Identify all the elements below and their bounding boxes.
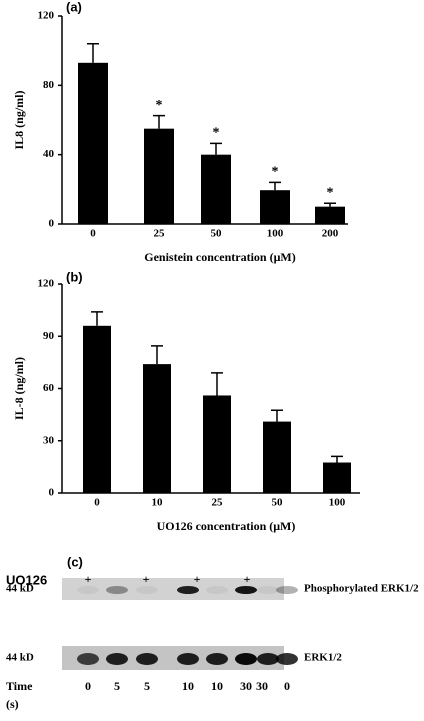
x-tick-label: 25 xyxy=(212,497,224,509)
y-axis-title: IL-8 (ng/ml) xyxy=(12,357,26,420)
bar xyxy=(323,462,351,493)
y-tick-label: 90 xyxy=(43,330,55,342)
bar xyxy=(260,190,290,224)
treatment-mark: + xyxy=(85,572,92,586)
y-tick-label: 120 xyxy=(38,278,55,290)
panel-label: (b) xyxy=(66,269,83,284)
error-bar xyxy=(324,202,336,207)
blot-band xyxy=(257,653,279,665)
error-bar xyxy=(91,311,103,326)
blot-band xyxy=(257,586,279,594)
blot-band xyxy=(177,586,199,594)
blot-band xyxy=(206,653,228,665)
band-size: 44 kD xyxy=(6,652,34,664)
blot-band xyxy=(106,586,128,594)
y-tick-label: 0 xyxy=(49,218,55,230)
band-name: Phosphorylated ERK1/2 xyxy=(304,583,419,595)
panel-label: (c) xyxy=(67,554,83,569)
treatment-mark: + xyxy=(244,572,251,586)
error-bar xyxy=(151,345,163,365)
x-tick-label: 0 xyxy=(94,497,100,509)
time-value: 0 xyxy=(85,679,91,693)
y-tick-label: 40 xyxy=(43,148,55,160)
blot-band xyxy=(235,586,257,594)
significance-mark: * xyxy=(272,165,279,180)
band-size: 44 kD xyxy=(6,583,34,595)
time-label: Time xyxy=(6,679,33,693)
blot-band xyxy=(136,586,158,594)
time-value: 10 xyxy=(211,679,223,693)
x-tick-label: 50 xyxy=(211,228,223,240)
x-tick-label: 100 xyxy=(329,497,346,509)
bar xyxy=(315,206,345,224)
band-name: ERK1/2 xyxy=(304,652,342,664)
y-axis-title: IL8 (ng/ml) xyxy=(12,90,26,149)
blot-band xyxy=(106,653,128,665)
time-value: 30 xyxy=(256,679,268,693)
bar xyxy=(263,421,291,493)
blot-band xyxy=(77,586,99,594)
error-bar xyxy=(153,114,165,129)
significance-mark: * xyxy=(213,126,220,141)
panel-label: (a) xyxy=(66,0,82,14)
significance-mark: * xyxy=(327,185,334,200)
error-bar xyxy=(331,455,343,463)
x-tick-label: 25 xyxy=(154,228,166,240)
bar xyxy=(144,128,174,224)
y-tick-label: 30 xyxy=(43,434,55,446)
bar xyxy=(78,62,108,224)
error-bar xyxy=(211,372,223,396)
blot-band xyxy=(235,653,257,665)
time-unit: (s) xyxy=(6,697,19,711)
error-bar xyxy=(271,409,283,422)
error-bar xyxy=(87,42,99,63)
time-value: 5 xyxy=(114,679,120,693)
blot-band xyxy=(276,653,298,665)
y-tick-label: 0 xyxy=(49,487,55,499)
time-value: 30 xyxy=(240,679,252,693)
blot-strip xyxy=(62,578,284,600)
time-value: 5 xyxy=(144,679,150,693)
treatment-mark: + xyxy=(143,572,150,586)
time-value: 10 xyxy=(182,679,194,693)
bar xyxy=(143,364,171,493)
blot-band xyxy=(276,586,298,594)
x-tick-label: 100 xyxy=(267,228,284,240)
x-tick-label: 200 xyxy=(322,228,339,240)
significance-mark: * xyxy=(156,98,163,113)
y-tick-label: 120 xyxy=(38,10,55,22)
x-tick-label: 50 xyxy=(272,497,284,509)
y-tick-label: 60 xyxy=(43,382,55,394)
x-tick-label: 10 xyxy=(152,497,164,509)
error-bar xyxy=(269,181,281,191)
bar xyxy=(201,154,231,224)
treatment-mark: + xyxy=(194,572,201,586)
bar xyxy=(203,395,231,493)
treatment-label: UO126 xyxy=(6,572,47,587)
x-axis-title: UO126 concentration (μM) xyxy=(157,519,296,533)
x-tick-label: 0 xyxy=(90,228,96,240)
error-bar xyxy=(210,142,222,155)
y-tick-label: 80 xyxy=(43,79,55,91)
blot-band xyxy=(206,586,228,594)
time-value: 0 xyxy=(284,679,290,693)
x-axis-title: Genistein concentration (μM) xyxy=(144,250,295,264)
blot-band xyxy=(77,653,99,665)
blot-band xyxy=(177,653,199,665)
blot-band xyxy=(136,653,158,665)
bar xyxy=(83,325,111,493)
